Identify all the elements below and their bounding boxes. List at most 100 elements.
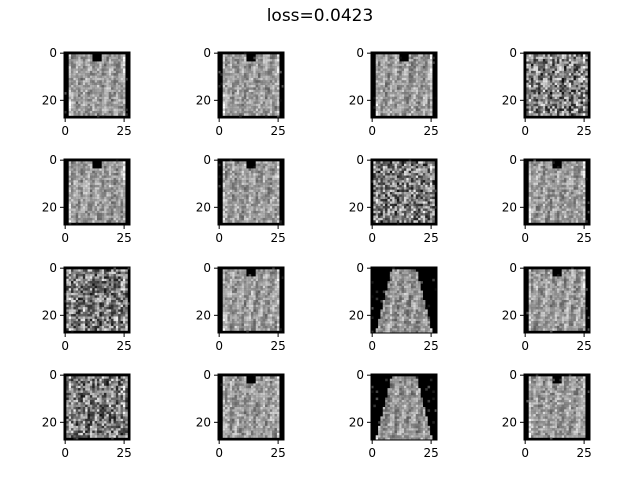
- pixel: [423, 76, 426, 79]
- pixel: [270, 69, 273, 72]
- pixel: [421, 109, 424, 112]
- pixel: [428, 92, 431, 95]
- pixel: [574, 204, 577, 207]
- pixel: [260, 206, 263, 209]
- pixel: [409, 209, 412, 212]
- pixel: [251, 73, 254, 76]
- pixel: [392, 111, 395, 114]
- pixel: [237, 168, 240, 171]
- pixel: [385, 213, 388, 216]
- pixel: [399, 206, 402, 209]
- pixel: [376, 218, 379, 221]
- pixel: [559, 69, 562, 72]
- pixel: [263, 211, 266, 214]
- pixel: [92, 99, 95, 102]
- pixel: [395, 183, 398, 186]
- pixel: [548, 73, 551, 76]
- pixel: [242, 176, 245, 179]
- pixel: [99, 85, 102, 88]
- pixel: [559, 54, 562, 57]
- pixel: [85, 192, 88, 195]
- pixel: [583, 109, 586, 112]
- pixel: [413, 171, 416, 174]
- pixel: [258, 206, 261, 209]
- pixel: [253, 61, 256, 64]
- pixel: [402, 80, 405, 83]
- pixel: [555, 113, 558, 116]
- pixel: [90, 83, 93, 86]
- pixel: [545, 99, 548, 102]
- pixel: [533, 59, 536, 62]
- pixel: [385, 197, 388, 200]
- pixel: [73, 59, 76, 62]
- pixel: [260, 176, 263, 179]
- pixel: [376, 57, 379, 60]
- pixel: [263, 187, 266, 190]
- pixel: [272, 113, 275, 116]
- pixel: [246, 78, 249, 81]
- pixel: [69, 180, 72, 183]
- pixel: [242, 57, 245, 60]
- pixel: [260, 111, 263, 114]
- pixel: [270, 204, 273, 207]
- pixel: [244, 197, 247, 200]
- pixel: [385, 180, 388, 183]
- pixel: [244, 90, 247, 93]
- pixel: [114, 64, 117, 67]
- pixel: [555, 104, 558, 107]
- pixel: [385, 220, 388, 223]
- pixel: [411, 199, 414, 202]
- pixel: [376, 173, 379, 176]
- pixel: [268, 173, 271, 176]
- pixel: [555, 87, 558, 90]
- pixel: [392, 69, 395, 72]
- pixel: [392, 54, 395, 57]
- pixel: [253, 97, 256, 100]
- pixel: [277, 113, 280, 116]
- pixel: [230, 190, 233, 193]
- pixel: [116, 209, 119, 212]
- pixel: [227, 168, 230, 171]
- pixel: [411, 73, 414, 76]
- pixel: [109, 176, 112, 179]
- pixel: [564, 66, 567, 69]
- pixel: [102, 173, 105, 176]
- pixel: [118, 66, 121, 69]
- pixel: [230, 111, 233, 114]
- pixel: [104, 171, 107, 174]
- pixel: [552, 194, 555, 197]
- pixel: [246, 216, 249, 219]
- pixel: [253, 220, 256, 223]
- pixel: [237, 185, 240, 188]
- pixel: [71, 90, 74, 93]
- pixel: [548, 109, 551, 112]
- pixel: [270, 85, 273, 88]
- pixel: [397, 73, 400, 76]
- pixel: [536, 192, 539, 195]
- pixel: [385, 104, 388, 107]
- pixel: [576, 54, 579, 57]
- pixel: [411, 211, 414, 214]
- pixel: [258, 69, 261, 72]
- pixel: [116, 161, 119, 164]
- pixel: [576, 85, 579, 88]
- pixel: [230, 173, 233, 176]
- pixel: [545, 111, 548, 114]
- pixel: [529, 73, 532, 76]
- pixel: [272, 199, 275, 202]
- pixel: [95, 64, 98, 67]
- pixel: [275, 187, 278, 190]
- pixel: [114, 204, 117, 207]
- pixel: [402, 164, 405, 167]
- pixel: [550, 113, 553, 116]
- pixel: [223, 190, 226, 193]
- pixel: [78, 97, 81, 100]
- pixel: [555, 178, 558, 181]
- pixel: [392, 106, 395, 109]
- pixel: [99, 111, 102, 114]
- pixel: [114, 187, 117, 190]
- pixel: [385, 57, 388, 60]
- pixel: [428, 76, 431, 79]
- pixel: [104, 211, 107, 214]
- pixel: [399, 73, 402, 76]
